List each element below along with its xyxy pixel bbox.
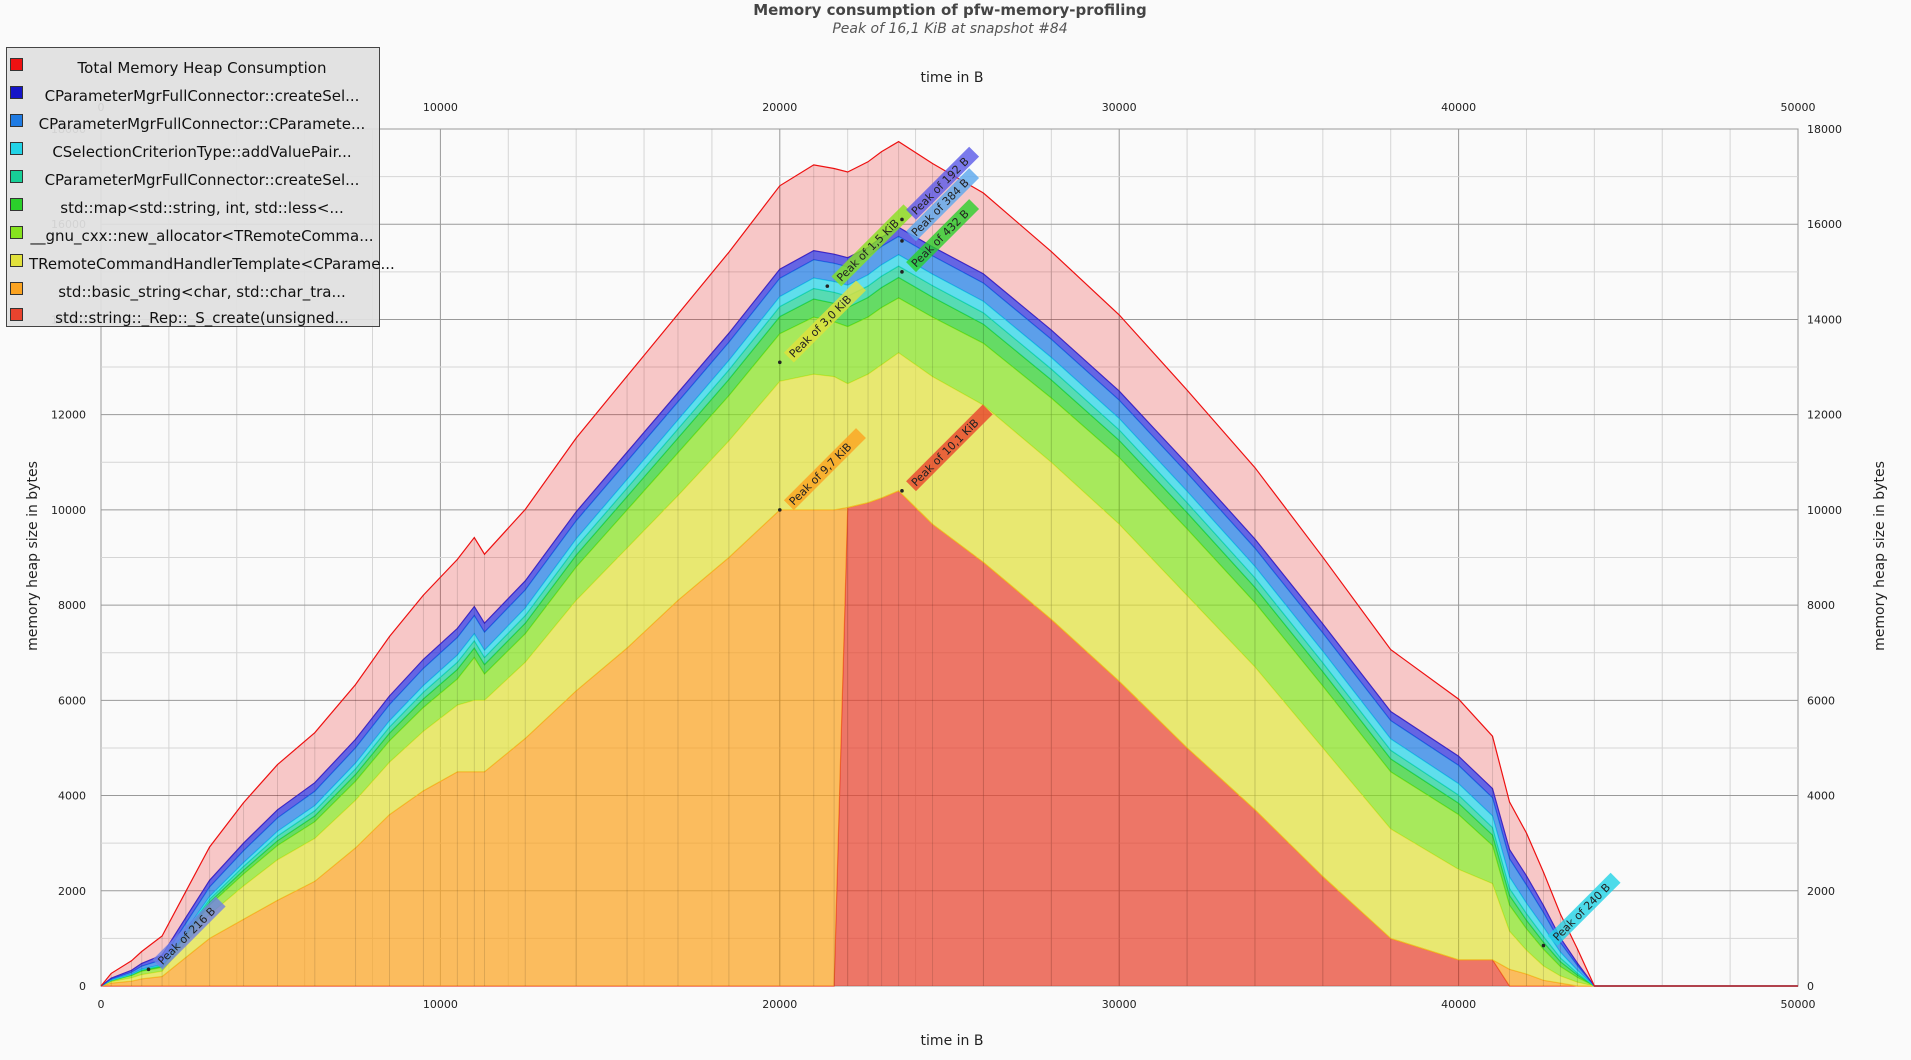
legend-swatch <box>10 254 23 267</box>
x-tick-label-top: 30000 <box>1102 101 1137 114</box>
legend-swatch <box>10 308 23 321</box>
x-tick-label-top: 20000 <box>762 101 797 114</box>
y-tick-label-left: 6000 <box>58 694 86 707</box>
legend-item: std::basic_string<char, std::char_tra... <box>7 273 379 301</box>
peak-marker <box>900 489 904 493</box>
peak-label-box <box>831 204 914 287</box>
legend-label: std::basic_string<char, std::char_tra... <box>58 283 346 301</box>
series-line <box>100 140 1798 987</box>
y-tick-label-right: 18000 <box>1807 123 1842 136</box>
x-tick-label-bottom: 0 <box>98 998 105 1011</box>
legend-label: __gnu_cxx::new_allocator<TRemoteComma... <box>30 227 374 245</box>
x-tick-label-top: 10000 <box>423 101 458 114</box>
legend-label: CSelectionCriterionType::addValuePair... <box>52 143 352 161</box>
legend-label: std::string::_Rep::_S_create(unsigned... <box>55 309 349 327</box>
series-line <box>100 226 1798 987</box>
legend-swatch <box>10 170 23 183</box>
legend-label: CParameterMgrFullConnector::createSel... <box>44 171 360 189</box>
peak-label-box <box>906 168 980 242</box>
legend-swatch <box>10 282 23 295</box>
peak-marker <box>900 217 904 222</box>
y-tick-label-left: 2000 <box>58 885 86 898</box>
legend: Total Memory Heap Consumption CParameter… <box>6 47 395 327</box>
x-tick-label-top: 50000 <box>1781 101 1816 114</box>
legend-swatch <box>10 58 23 71</box>
peak-label-box <box>906 199 980 273</box>
legend-label: std::map<std::string, int, std::less<... <box>60 199 344 217</box>
series-area-10 <box>100 140 1798 987</box>
legend-swatch <box>10 198 23 211</box>
series-fill <box>101 352 1798 986</box>
peak-label-box <box>906 146 980 220</box>
y-tick-label-left: 10000 <box>51 504 86 517</box>
y-tick-label-right: 12000 <box>1807 409 1842 422</box>
legend-label: TRemoteCommandHandlerTemplate<CParame... <box>29 255 395 273</box>
legend-item: TRemoteCommandHandlerTemplate<CParame... <box>7 245 395 273</box>
y-tick-label-right: 10000 <box>1807 504 1842 517</box>
legend-item: CParameterMgrFullConnector::createSel... <box>7 77 379 105</box>
series-area-9 <box>100 226 1798 987</box>
x-axis-title-bottom: time in B <box>921 1033 984 1049</box>
peak-label-box <box>783 280 866 363</box>
x-tick-label-bottom: 50000 <box>1781 998 1816 1011</box>
x-tick-label-bottom: 30000 <box>1102 998 1137 1011</box>
legend-swatch <box>10 142 23 155</box>
legend-item: CSelectionCriterionType::addValuePair... <box>7 133 379 161</box>
x-tick-label-bottom: 20000 <box>762 998 797 1011</box>
legend-item: std::string::_Rep::_S_create(unsigned... <box>7 299 379 327</box>
legend-item: CParameterMgrFullConnector::createSel... <box>7 161 379 189</box>
peak-label-box <box>1547 872 1621 946</box>
area-series <box>100 140 1798 987</box>
legend-label: CParameterMgrFullConnector::createSel... <box>44 87 360 105</box>
legend-swatch <box>10 86 23 99</box>
peak-marker <box>825 284 830 288</box>
legend-item: __gnu_cxx::new_allocator<TRemoteComma... <box>7 217 379 245</box>
y-tick-label-left: 8000 <box>58 599 86 612</box>
y-tick-label-right: 2000 <box>1807 885 1835 898</box>
peak-marker <box>778 360 782 365</box>
peak-marker <box>900 239 904 243</box>
peak-label-box <box>152 896 226 970</box>
x-tick-label-top: 40000 <box>1441 101 1476 114</box>
y-axis-title-right: memory heap size in bytes <box>1872 461 1888 651</box>
y-tick-label-left: 12000 <box>51 409 86 422</box>
chart-subtitle: Peak of 16,1 KiB at snapshot #84 <box>832 21 1067 37</box>
peak-marker <box>900 270 904 274</box>
x-axis-title-top: time in B <box>921 70 984 86</box>
legend-label: Total Memory Heap Consumption <box>77 59 327 77</box>
peak-label-box <box>906 404 993 492</box>
series-fill <box>101 490 1798 986</box>
peak-marker <box>778 508 782 512</box>
y-tick-label-right: 16000 <box>1807 218 1842 231</box>
peak-marker <box>1541 943 1546 948</box>
y-tick-label-right: 0 <box>1807 980 1814 993</box>
y-axis-title-left: memory heap size in bytes <box>25 461 41 651</box>
x-tick-label-bottom: 40000 <box>1441 998 1476 1011</box>
legend-swatch <box>10 226 23 239</box>
y-tick-label-left: 4000 <box>58 790 86 803</box>
peak-label-box <box>783 428 866 511</box>
legend-item: std::map<std::string, int, std::less<... <box>7 189 379 217</box>
series-fill <box>101 490 1798 986</box>
legend-item: Total Memory Heap Consumption <box>7 49 379 77</box>
legend-label: CParameterMgrFullConnector::CParamete... <box>38 115 366 133</box>
legend-swatch <box>10 114 23 127</box>
y-tick-label-left: 0 <box>79 980 86 993</box>
x-tick-label-bottom: 10000 <box>423 998 458 1011</box>
peak-marker <box>146 967 151 972</box>
legend-item: CParameterMgrFullConnector::CParamete... <box>7 105 379 133</box>
snapshot-lines <box>110 141 1578 986</box>
y-tick-label-right: 6000 <box>1807 694 1835 707</box>
y-tick-label-right: 14000 <box>1807 313 1842 326</box>
y-tick-label-right: 8000 <box>1807 599 1835 612</box>
chart-title: Memory consumption of pfw-memory-profili… <box>753 1 1147 19</box>
y-tick-label-right: 4000 <box>1807 790 1835 803</box>
